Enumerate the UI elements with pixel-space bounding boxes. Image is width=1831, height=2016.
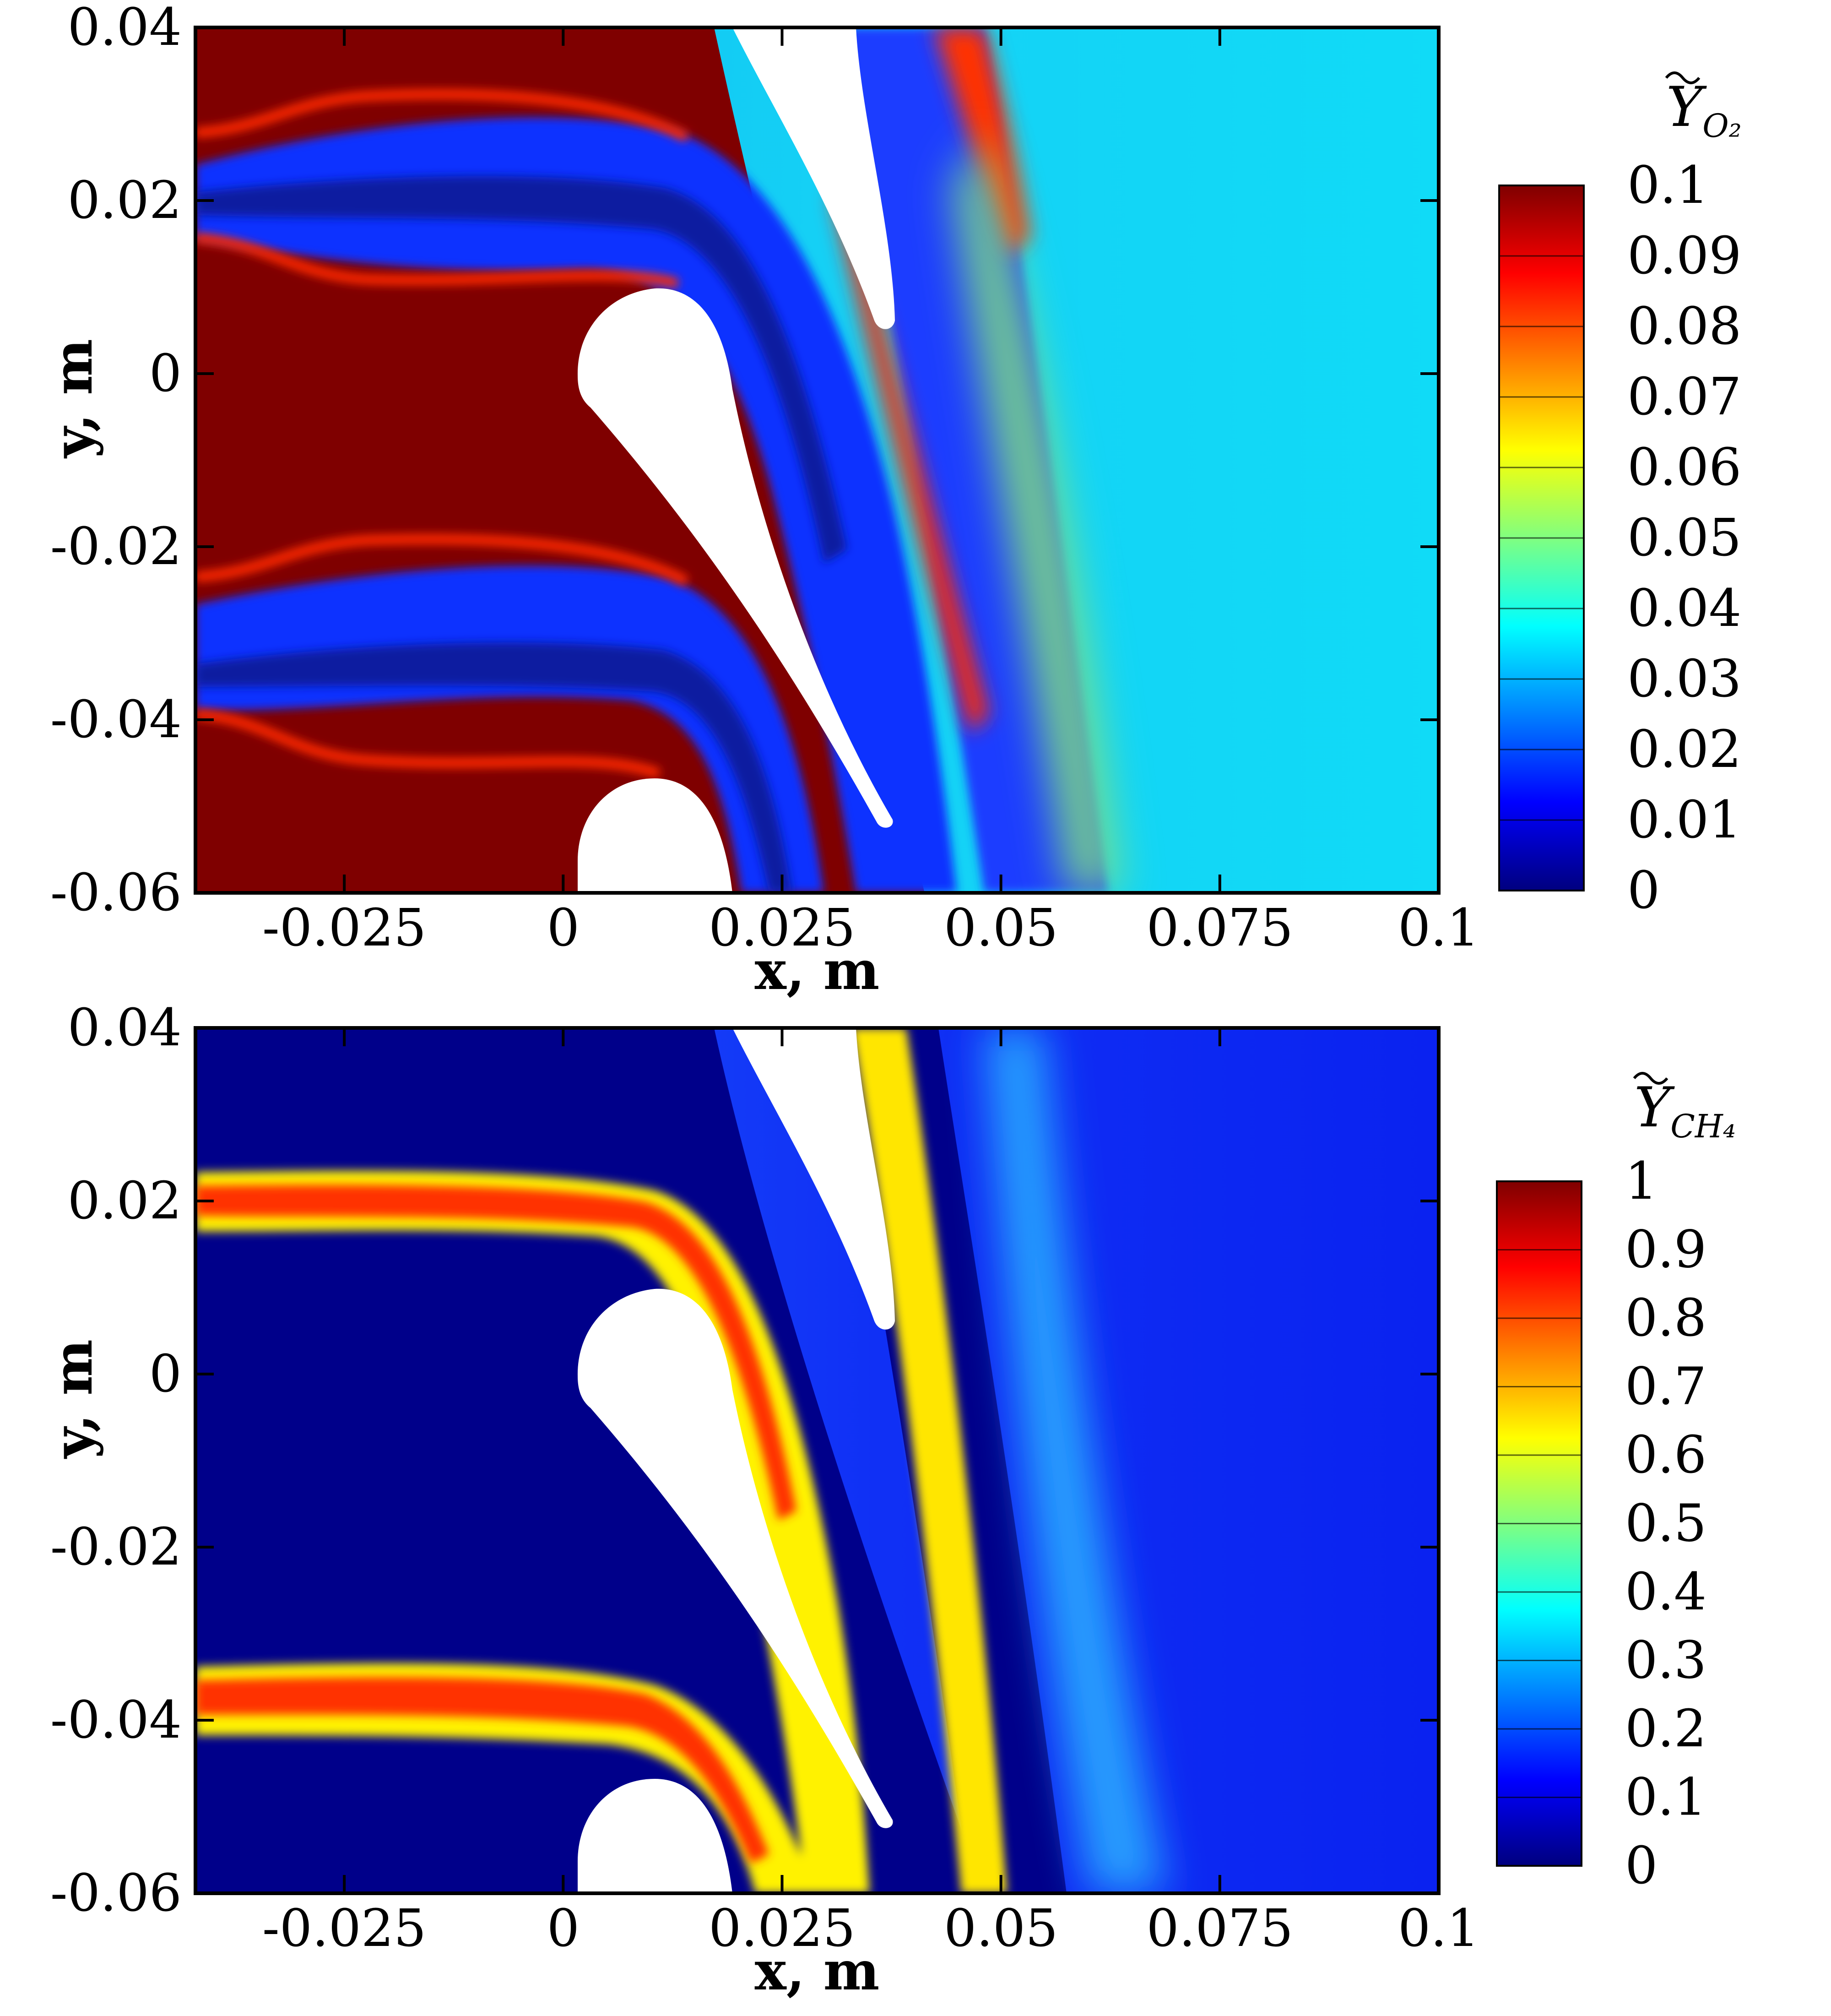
y-tick-label: 0 (149, 1344, 182, 1404)
ch4-plot-frame (194, 1026, 1441, 1895)
colorbar-tick-label: 0.7 (1625, 1357, 1706, 1417)
colorbar-tick-label: 0.07 (1627, 367, 1741, 427)
ch4-colorbar: 1 0.9 0.8 0.7 0.6 0.5 0.4 0.3 0.2 0.1 0 YCH₄ (1496, 1072, 1736, 1896)
y-tick-label: -0.06 (50, 1864, 182, 1923)
o2-x-axis-title: x, m (755, 940, 880, 1002)
x-tick-label: 0 (547, 898, 580, 958)
o2-contour-panel: 0.040.020-0.02-0.04-0.06 -0.025 0 0.025 0.0… (42, 0, 1742, 1002)
colorbar-tick-label: 0.3 (1625, 1631, 1706, 1690)
colorbar-tick-label: 0.09 (1627, 226, 1741, 286)
colorbar-tick-label: 0 (1625, 1836, 1658, 1896)
x-tick-label: -0.025 (262, 1899, 426, 1958)
x-tick-label: 0.05 (944, 898, 1058, 958)
o2-plot-frame (194, 26, 1441, 895)
x-tick-label: 0.075 (1147, 1899, 1294, 1958)
x-tick-label: 0.025 (709, 1899, 856, 1958)
ch4-y-ticks: 0.04 0.02 0 -0.02 -0.04 -0.06 (50, 998, 1439, 1923)
x-tick-label: 0.025 (709, 898, 856, 958)
ch4-tilde-mark (1633, 1072, 1668, 1085)
colorbar-tick-label: 0.01 (1627, 790, 1741, 850)
x-tick-label: 0.1 (1398, 1899, 1479, 1958)
colorbar-tick-label: 0.6 (1625, 1425, 1706, 1485)
colorbar-tick-label: 0.9 (1625, 1220, 1706, 1280)
colorbar-tick-label: 0.1 (1627, 156, 1709, 215)
o2-colorbar-title: YO₂ (1666, 76, 1742, 145)
o2-colorbar: 0.10.090.080.070.060.050.040.030.020.010… (1498, 71, 1742, 920)
y-tick-label: -0.06 (50, 863, 182, 923)
colorbar-tick-label: 0.4 (1625, 1562, 1706, 1622)
colorbar-tick-label: 0.04 (1627, 579, 1741, 638)
x-tick-label: 0.075 (1147, 898, 1294, 958)
ch4-contour-panel: 0.040.020-0.02-0.04-0.06 -0.025 0 0.025 0.0… (42, 998, 1736, 2002)
x-tick-label: 0.1 (1398, 898, 1479, 958)
ch4-colorbar-title: YCH₄ (1634, 1076, 1736, 1145)
y-tick-label: -0.04 (50, 690, 182, 750)
ch4-x-axis-title: x, m (755, 1940, 880, 2002)
y-tick-label: 0.02 (68, 171, 182, 230)
colorbar-tick-label: 0.08 (1627, 297, 1741, 356)
ch4-colorbar-ticks: 1 0.9 0.8 0.7 0.6 0.5 0.4 0.3 0.2 0.1 0 (1497, 1152, 1706, 1896)
y-tick-label: -0.02 (50, 517, 182, 576)
y-tick-label: 0.04 (68, 0, 182, 57)
y-tick-label: -0.02 (50, 1517, 182, 1577)
o2-field (195, 27, 1439, 893)
x-tick-label: 0 (547, 1899, 580, 1958)
colorbar-tick-label: 0.02 (1627, 720, 1741, 779)
colorbar-tick-label: 0.1 (1625, 1768, 1706, 1827)
y-tick-label: 0.04 (68, 998, 182, 1058)
y-tick-label: 0 (149, 344, 182, 403)
o2-x-ticks: -0.025 0 0.025 0.05 0.075 0.1 (262, 27, 1479, 958)
o2-y-axis-title: y, m (42, 339, 104, 459)
colorbar-tick-label: 0 (1627, 861, 1660, 920)
colorbar-tick-label: 0.8 (1625, 1288, 1706, 1348)
o2-tilde-mark (1665, 71, 1701, 84)
ch4-field (195, 1028, 1439, 1893)
x-tick-label: 0.05 (944, 1899, 1058, 1958)
colorbar-tick-label: 0.05 (1627, 508, 1741, 568)
y-tick-label: -0.04 (50, 1690, 182, 1750)
colorbar-tick-label: 0.5 (1625, 1494, 1706, 1554)
colorbar-tick-label: 0.06 (1627, 438, 1741, 497)
o2-y-ticks: 0.04 0.02 0 -0.02 -0.04 -0.06 (50, 0, 1439, 923)
colorbar-tick-label: 0.03 (1627, 649, 1741, 709)
y-tick-label: 0.02 (68, 1171, 182, 1231)
colorbar-tick-label: 1 (1625, 1152, 1658, 1211)
ch4-y-axis-title: y, m (42, 1339, 104, 1459)
colorbar-tick-label: 0.2 (1625, 1699, 1706, 1759)
o2-colorbar-ticks: 0.1 0.09 0.08 0.07 0.06 0.05 0.04 0.03 0.02 0.01 0 (1499, 156, 1741, 920)
x-tick-label: -0.025 (262, 898, 426, 958)
ch4-x-ticks: -0.025 0 0.025 0.05 0.075 0.1 (262, 1028, 1479, 1958)
